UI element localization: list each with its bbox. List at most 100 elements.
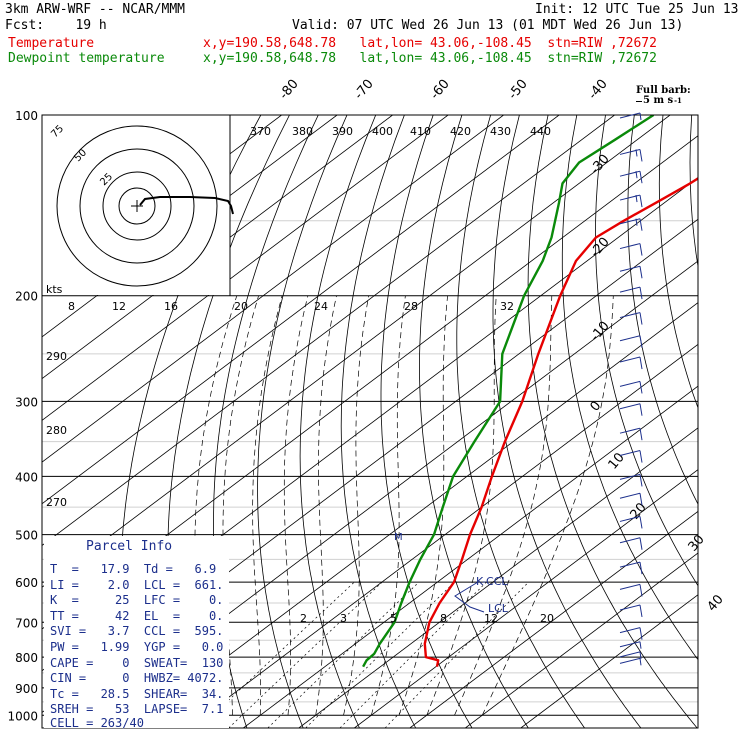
wind-barb-full: [639, 149, 643, 162]
hodograph-units: kts: [46, 283, 63, 296]
wind-barb-staff: [619, 537, 641, 544]
wind-barb-half: [635, 194, 638, 203]
wind-barb-half: [639, 658, 642, 666]
init-time: Init: 12 UTC Tue 25 Jun 13: [535, 2, 739, 17]
parcel-row: TT = 42 EL = 0.: [50, 608, 224, 623]
wind-barb: [619, 583, 643, 597]
dry-adiabat: [456, 115, 585, 728]
wind-barb-full: [639, 474, 643, 487]
dry-adiabat: [380, 115, 473, 728]
mixing-ratio-label: 8: [440, 612, 447, 625]
pressure-label: 300: [15, 395, 38, 409]
wind-barb: [619, 403, 643, 416]
pressure-label: 100: [15, 109, 38, 123]
wind-barb-full: [639, 381, 643, 394]
isotherm-label: 40: [705, 592, 727, 614]
dry-adiabat-label: 440: [530, 125, 551, 138]
mixing-ratio-label: 12: [484, 612, 498, 625]
isotherm-label: -20: [588, 235, 613, 261]
wind-barb-staff: [619, 561, 641, 568]
wind-barb: [619, 604, 643, 618]
dry-adiabat-label: 280: [46, 424, 67, 437]
plot-frame: [41, 114, 699, 729]
hodograph-axis-label: 24: [314, 300, 328, 313]
wind-barb: [619, 651, 642, 659]
dewpoint-profile: [362, 115, 655, 668]
wind-barb-staff: [619, 148, 641, 155]
isotherm-line: [42, 115, 560, 505]
pressure-label: 1000: [7, 709, 38, 723]
wind-barb-full: [639, 335, 643, 348]
wind-barb-half: [635, 218, 638, 226]
isotherm-line: [42, 115, 449, 421]
wind-barb-full: [639, 218, 643, 231]
mixing-ratio-line: [267, 581, 420, 728]
isotherm-line: [132, 302, 698, 728]
parcel-row: CAPE = 0 SWEAT= 130: [50, 655, 224, 670]
header: 3km ARW-WRF -- NCAR/MMM Init: 12 UTC Tue…: [0, 0, 740, 70]
temperature-profile: [423, 177, 698, 667]
isotherm-line: [465, 552, 698, 728]
hodograph-axis-label: 20: [234, 300, 248, 313]
moist-adiabat: [343, 295, 370, 716]
wind-barb-full: [639, 171, 643, 184]
hodograph-axis-label: 32: [500, 300, 514, 313]
lcl-annotation: LCL: [488, 602, 509, 615]
wind-barb: [619, 427, 643, 441]
hodograph-ring: [79, 148, 195, 264]
isotherm-line: [243, 385, 698, 728]
dry-adiabat: [492, 115, 642, 728]
isotherm-line: [42, 115, 615, 547]
isotherm-label: 30: [686, 532, 708, 554]
dry-adiabat-label: 270: [46, 496, 67, 509]
wind-barb-staff: [619, 450, 641, 457]
moist-adiabat: [252, 295, 283, 716]
isotherm-line: [409, 510, 698, 728]
wind-barb-staff: [619, 194, 641, 201]
mixing-ratio-line: [228, 581, 383, 728]
parcel-row: T = 17.9 Td = 6.9: [50, 562, 217, 576]
parcel-row: K = 25 LFC = 0.: [50, 593, 224, 608]
wind-barb-full: [639, 450, 643, 463]
wind-barb: [619, 194, 643, 208]
wind-barb-staff: [619, 604, 641, 611]
full-barb-title: Full barb:: [636, 85, 691, 96]
dry-adiabat-label: 400: [372, 125, 393, 138]
dry-adiabat-label: 430: [490, 125, 511, 138]
dry-adiabat: [340, 115, 417, 728]
wind-barb: [619, 335, 643, 348]
wind-barb: [619, 218, 643, 231]
wind-barb: [619, 243, 643, 256]
dewpoint-legend-label: Dewpoint temperature: [8, 51, 165, 66]
hodograph-ring: [56, 125, 218, 287]
pressure-label: 800: [15, 651, 38, 665]
wind-barb-staff: [619, 265, 641, 272]
wind-barb-staff: [619, 473, 641, 480]
wind-barb-staff: [619, 651, 641, 658]
dry-adiabat: [595, 115, 698, 587]
wind-barb: [619, 492, 643, 506]
parcel-row: CIN = 0 HWBZ= 4072.: [50, 671, 224, 686]
wind-barb-half: [639, 641, 642, 649]
wind-barb-staff: [619, 356, 641, 363]
isotherm-label: -40: [586, 77, 611, 103]
dry-adiabat: [299, 115, 377, 728]
wind-barb-full: [639, 403, 643, 416]
mixing-ratio-label: 3: [340, 612, 347, 625]
wind-barb-staff: [619, 112, 641, 119]
isotherm-line: [520, 594, 698, 728]
wind-barb: [619, 627, 643, 640]
moist-adiabat: [481, 295, 614, 716]
moist-adiabat: [398, 295, 448, 716]
wind-barb-full: [639, 356, 643, 370]
isotherm-label: -80: [277, 77, 302, 103]
wind-barb: [619, 170, 643, 184]
model-title: 3km ARW-WRF -- NCAR/MMM: [5, 2, 186, 17]
dry-adiabat-label: 420: [450, 125, 471, 138]
dry-adiabat-label: 410: [410, 125, 431, 138]
parcel-row: PW = 1.99 YGP = 0.0: [50, 640, 224, 654]
wind-barb: [619, 515, 643, 529]
hodograph-background: [42, 115, 230, 295]
parcel-row: SVI = 3.7 CCL = 595.: [50, 624, 224, 639]
wind-barb: [619, 450, 643, 463]
